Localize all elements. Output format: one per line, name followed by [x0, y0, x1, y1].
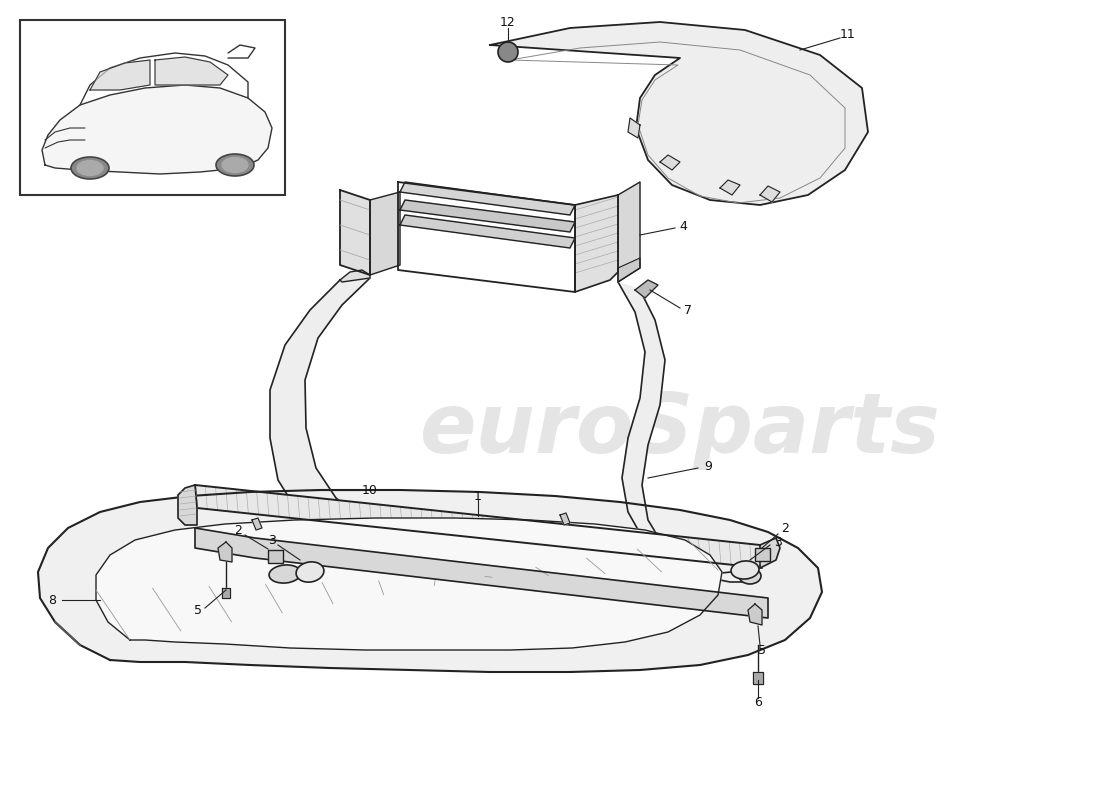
Polygon shape — [748, 604, 762, 625]
Polygon shape — [628, 118, 640, 138]
Ellipse shape — [77, 161, 103, 175]
Ellipse shape — [222, 158, 248, 173]
Text: 9: 9 — [704, 459, 712, 473]
Text: 1: 1 — [474, 490, 482, 502]
Polygon shape — [490, 22, 868, 205]
Polygon shape — [252, 518, 262, 530]
FancyBboxPatch shape — [267, 550, 283, 562]
Ellipse shape — [732, 561, 759, 579]
Polygon shape — [155, 57, 228, 85]
Circle shape — [498, 42, 518, 62]
Polygon shape — [195, 485, 762, 568]
Polygon shape — [720, 180, 740, 195]
Polygon shape — [370, 192, 400, 275]
Ellipse shape — [296, 562, 323, 582]
Polygon shape — [178, 485, 197, 525]
Polygon shape — [618, 282, 750, 582]
FancyBboxPatch shape — [755, 547, 770, 561]
Text: a passion for parts since 1985: a passion for parts since 1985 — [504, 512, 776, 568]
Polygon shape — [618, 182, 640, 282]
Polygon shape — [560, 513, 570, 525]
Polygon shape — [340, 270, 370, 282]
Polygon shape — [400, 215, 575, 248]
Polygon shape — [218, 542, 232, 562]
Text: 6: 6 — [755, 697, 762, 710]
Bar — [20, 20, 285, 195]
Text: 3: 3 — [774, 535, 782, 549]
Text: 8: 8 — [48, 594, 56, 606]
Polygon shape — [635, 280, 658, 298]
Polygon shape — [222, 588, 230, 598]
Text: euroSparts: euroSparts — [419, 390, 940, 470]
Polygon shape — [575, 195, 618, 292]
Polygon shape — [340, 190, 370, 275]
Polygon shape — [270, 278, 370, 582]
Text: 5: 5 — [194, 603, 202, 617]
Polygon shape — [660, 155, 680, 170]
Text: 7: 7 — [684, 303, 692, 317]
Text: 10: 10 — [362, 483, 378, 497]
Text: 2: 2 — [234, 523, 242, 537]
Ellipse shape — [72, 157, 109, 179]
Text: 2: 2 — [781, 522, 789, 534]
Text: 4: 4 — [679, 219, 686, 233]
Polygon shape — [400, 200, 575, 232]
Text: 12: 12 — [500, 15, 516, 29]
Polygon shape — [96, 518, 722, 650]
Polygon shape — [400, 182, 575, 215]
Text: 3: 3 — [268, 534, 276, 546]
Polygon shape — [195, 528, 768, 618]
Text: 5: 5 — [758, 643, 766, 657]
Polygon shape — [760, 186, 780, 202]
Polygon shape — [39, 490, 822, 672]
Ellipse shape — [270, 565, 301, 583]
Polygon shape — [42, 85, 272, 174]
Ellipse shape — [216, 154, 254, 176]
Polygon shape — [618, 258, 640, 282]
Text: 11: 11 — [840, 29, 856, 42]
Polygon shape — [754, 672, 763, 684]
Ellipse shape — [739, 568, 761, 584]
Polygon shape — [760, 538, 780, 568]
Polygon shape — [90, 60, 150, 90]
